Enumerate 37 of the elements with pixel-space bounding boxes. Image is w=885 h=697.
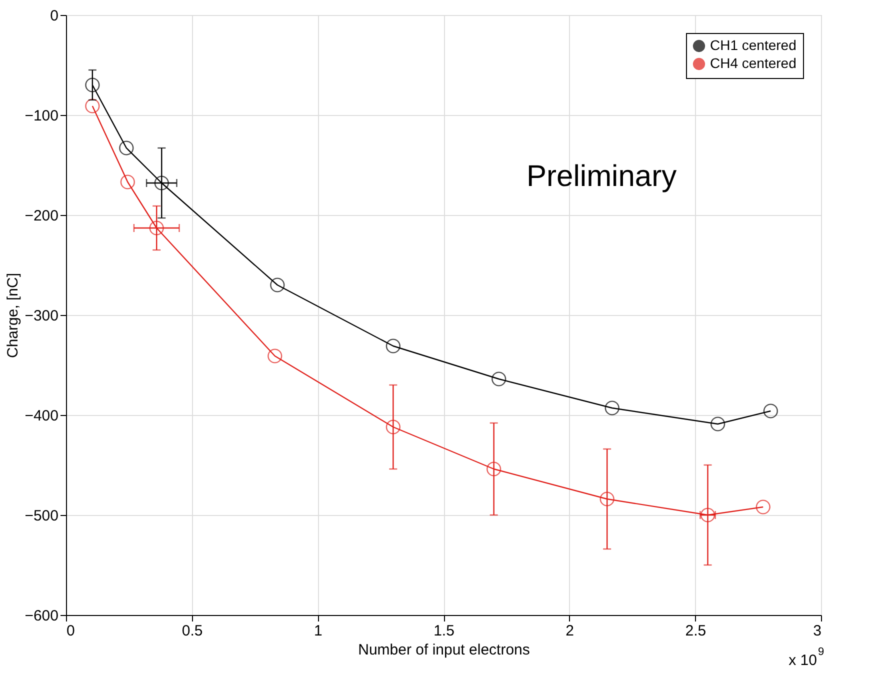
point <box>763 404 778 418</box>
y-tick-label: −400 <box>24 408 58 424</box>
x-tick-label: 3 <box>813 622 822 640</box>
point <box>756 500 770 514</box>
x-tick-label: 1.5 <box>434 622 454 640</box>
point <box>270 278 285 292</box>
point <box>710 416 726 432</box>
legend-label: CH4 centered <box>710 55 796 71</box>
y-tick-label: −500 <box>24 508 58 524</box>
point <box>85 78 100 92</box>
x-tick-label: 2 <box>566 622 574 640</box>
x-tick-label: 0 <box>66 622 75 640</box>
point <box>119 140 134 156</box>
x-tick-label: 1 <box>314 622 322 640</box>
point <box>486 462 502 476</box>
point <box>268 348 282 364</box>
y-tick-label: −300 <box>24 308 58 324</box>
point <box>386 420 400 434</box>
point <box>154 176 169 190</box>
point <box>386 338 400 354</box>
point <box>149 220 164 236</box>
x-axis-title: Number of input electrons <box>358 642 530 658</box>
y-axis-title: Charge, [nC] <box>4 272 22 358</box>
y-tick-label: −100 <box>24 108 58 124</box>
y-tick-label: 0 <box>50 8 58 24</box>
x-tick-label: 0.5 <box>182 622 203 640</box>
point <box>700 508 716 522</box>
point <box>492 372 506 386</box>
legend-label: CH1 centered <box>710 37 796 53</box>
point <box>120 174 135 190</box>
x-tick-label: 2.5 <box>685 622 706 640</box>
annotation: Preliminary <box>526 160 677 193</box>
point <box>85 98 100 114</box>
y-tick-label: −200 <box>24 208 58 224</box>
y-tick-label: −600 <box>24 608 58 624</box>
point <box>600 492 614 506</box>
point <box>604 400 620 416</box>
